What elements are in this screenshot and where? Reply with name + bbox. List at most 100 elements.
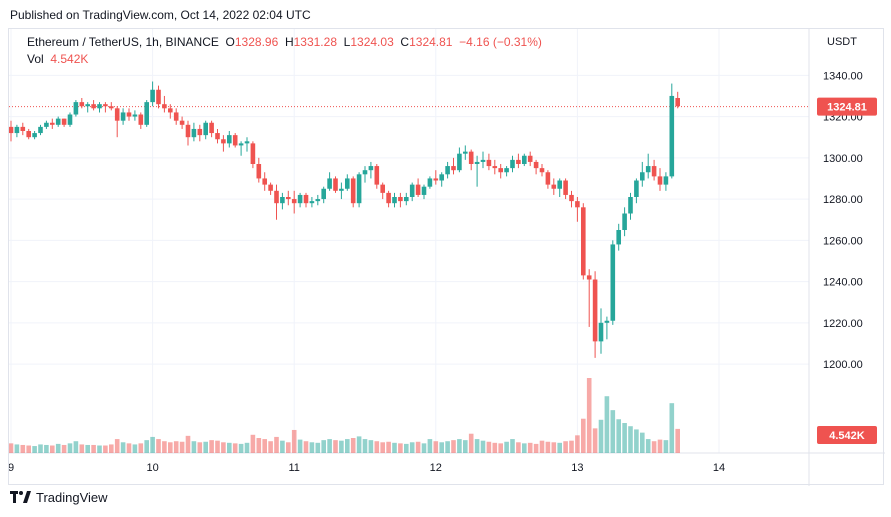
candle-body <box>333 178 338 191</box>
candle-body <box>44 122 49 127</box>
volume-bar <box>103 445 108 453</box>
candle-body <box>55 118 61 125</box>
volume-bar <box>120 442 126 453</box>
candle-body <box>185 124 191 138</box>
candle-body <box>551 184 557 189</box>
candle-body <box>356 174 362 204</box>
volume-bar <box>539 440 545 453</box>
candle-body <box>445 166 450 175</box>
volume-bar <box>162 441 167 453</box>
candle-body <box>144 102 149 125</box>
candle-body <box>510 159 515 169</box>
symbol-name[interactable]: Ethereum / TetherUS, 1h, BINANCE <box>27 35 219 49</box>
volume-bar <box>185 435 191 453</box>
volume-bar <box>156 439 161 453</box>
volume-bar <box>404 443 409 453</box>
price-tick-label: 1240.00 <box>823 277 863 289</box>
volume-bar <box>91 444 96 453</box>
volume-bar <box>232 443 238 453</box>
candle-body <box>645 166 651 173</box>
candle-body <box>179 120 185 125</box>
volume-label[interactable]: Vol <box>27 52 44 66</box>
volume-bar <box>551 442 557 453</box>
last-price-badge-label: 1324.81 <box>827 102 867 114</box>
candle-body <box>657 176 663 185</box>
volume-bar <box>421 443 427 453</box>
price-tick-label: 1200.00 <box>823 359 863 371</box>
candle-body <box>132 114 138 117</box>
time-tick-label: 11 <box>288 462 299 474</box>
volume-bar <box>50 445 55 453</box>
candle-body <box>439 174 444 181</box>
volume-bar <box>44 444 49 453</box>
candle-body <box>315 199 321 202</box>
volume-bar <box>563 441 568 453</box>
candle-body <box>557 180 562 189</box>
volume-bar <box>238 443 244 453</box>
volume-bar <box>38 444 43 453</box>
volume-bar <box>657 439 663 453</box>
volume-bar <box>73 441 79 453</box>
volume-bar <box>545 441 551 453</box>
candle-body <box>350 178 356 204</box>
time-tick-label: 14 <box>713 462 725 474</box>
volume-bar <box>268 441 273 453</box>
candle-body <box>492 166 498 169</box>
volume-bar <box>215 440 220 453</box>
time-tick-label: 13 <box>571 462 583 474</box>
price-tick-label: 1260.00 <box>823 235 863 247</box>
volume-bar <box>516 442 521 453</box>
open-value: 1328.96 <box>234 35 279 49</box>
candle-body <box>474 161 480 164</box>
candle-body <box>498 168 503 173</box>
candle-body <box>527 155 533 162</box>
volume-bar <box>628 426 633 453</box>
candle-body <box>433 178 439 181</box>
currency-label: USDT <box>827 36 857 48</box>
candle-body <box>26 131 31 138</box>
volume-bar <box>451 440 456 453</box>
volume-bar <box>144 440 149 453</box>
candle-body <box>622 213 627 230</box>
candle-body <box>156 89 161 105</box>
close-value: 1324.81 <box>409 35 453 49</box>
volume-bar <box>203 441 208 453</box>
candle-body <box>545 172 551 185</box>
candle-body <box>215 133 220 140</box>
candle-body <box>669 95 675 177</box>
candle-body <box>563 180 568 195</box>
candle-body <box>339 188 344 191</box>
candle-body <box>640 172 645 181</box>
time-tick-label: 12 <box>430 462 442 474</box>
candle-body <box>522 155 527 164</box>
candle-body <box>516 159 521 164</box>
candle-body <box>274 190 279 204</box>
candle-body <box>120 112 126 121</box>
change-value: −4.16 (−0.31%) <box>459 35 542 49</box>
volume-bar <box>321 440 326 453</box>
candle-body <box>592 279 598 342</box>
candle-body <box>415 184 421 195</box>
candle-body <box>79 102 85 107</box>
volume-bar <box>474 439 480 453</box>
volume-bar <box>339 440 344 453</box>
volume-bar <box>374 441 380 453</box>
candle-body <box>85 104 90 107</box>
candle-body <box>398 197 403 202</box>
volume-badge <box>817 426 877 444</box>
candle-body <box>191 128 197 138</box>
candle-body <box>598 322 604 342</box>
price-chart[interactable]: 1200.00 1220.00 1240.00 1260.00 1280.00 1300.… <box>9 29 885 486</box>
price-tick-label: 1220.00 <box>823 318 863 330</box>
volume-bar <box>274 436 279 453</box>
chart-pane[interactable]: 1200.00 1220.00 1240.00 1260.00 1280.00 1300.… <box>8 28 885 486</box>
volume-bar <box>480 440 486 453</box>
volume-bar <box>168 442 173 453</box>
tradingview-logo[interactable]: TradingView <box>10 490 108 505</box>
candle-body <box>221 139 226 144</box>
volume-bar <box>368 440 374 453</box>
volume-bar <box>362 439 368 453</box>
candle-body <box>463 151 468 154</box>
volume-bar <box>415 441 421 453</box>
volume-bar <box>286 442 291 453</box>
